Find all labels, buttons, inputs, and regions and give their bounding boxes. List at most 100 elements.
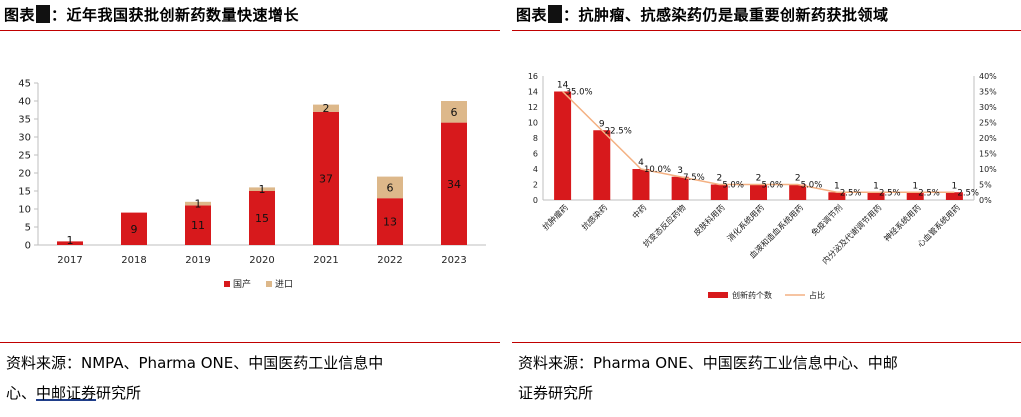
right-source-line2: 证券研究所 — [518, 384, 594, 402]
right-y-tick-label-right: 40% — [979, 72, 997, 81]
right-bar — [593, 130, 611, 200]
left-source-line1: 资料来源：NMPA、Pharma ONE、中国医药工业信息中 — [6, 354, 384, 372]
right-y-tick-label-right: 5% — [979, 181, 992, 190]
right-line-label: 2.5% — [840, 188, 862, 198]
left-y-tick-label: 15 — [18, 187, 31, 198]
right-y-tick-label-right: 20% — [979, 134, 997, 143]
right-bar-label: 14 — [557, 81, 569, 91]
right-x-tick-label: 抗感染药 — [579, 202, 609, 232]
left-source-company: 中邮证券 — [36, 384, 97, 402]
left-legend-label: 国产 — [233, 278, 251, 290]
left-bar-import — [249, 187, 275, 191]
left-x-tick-label: 2021 — [313, 255, 338, 266]
right-bar — [554, 91, 572, 200]
right-line-label: 2.5% — [957, 188, 979, 198]
right-bar-label: 2 — [716, 174, 722, 184]
left-bar-label: 15 — [255, 212, 269, 225]
left-x-tick-label: 2019 — [185, 255, 210, 266]
right-line-label: 10.0% — [644, 165, 671, 175]
left-bar-label: 1 — [195, 198, 202, 211]
left-y-tick-label: 20 — [18, 169, 31, 180]
right-title-text: ：抗肿瘤、抗感染药仍是最重要创新药获批领域 — [563, 6, 889, 24]
right-line-label: 5.0% — [762, 181, 784, 191]
right-x-tick-label: 皮肤科用药 — [691, 202, 726, 237]
left-y-tick-label: 10 — [18, 205, 31, 216]
left-source: 资料来源：NMPA、Pharma ONE、中国医药工业信息中 心、中邮证券研究所 — [6, 348, 383, 408]
right-x-tick-label: 中药 — [630, 202, 648, 220]
left-bar-label: 6 — [387, 181, 394, 194]
left-legend-swatch — [266, 281, 272, 287]
right-title-rule — [512, 30, 1021, 31]
right-y-tick-label-left: 14 — [528, 88, 538, 97]
left-x-tick-label: 2022 — [377, 255, 402, 266]
left-bar-domestic — [249, 191, 275, 245]
right-share-line — [562, 90, 955, 193]
left-x-tick-label: 2018 — [121, 255, 146, 266]
right-bar — [710, 184, 728, 200]
right-y-tick-label-left: 12 — [528, 103, 538, 112]
right-bar-label: 4 — [638, 158, 644, 168]
right-y-tick-label-right: 25% — [979, 119, 997, 128]
left-y-tick-label: 0 — [25, 241, 31, 252]
left-x-tick-label: 2017 — [57, 255, 82, 266]
right-line-label: 5.0% — [722, 181, 744, 191]
right-y-tick-label-left: 8 — [533, 134, 538, 143]
right-x-tick-label: 抗肿瘤药 — [540, 202, 570, 232]
right-y-tick-label-right: 30% — [979, 103, 997, 112]
right-bar — [906, 192, 924, 200]
right-bar — [632, 169, 650, 200]
right-bar — [671, 176, 689, 200]
right-y-tick-label-left: 16 — [528, 72, 538, 81]
right-y-tick-label-right: 35% — [979, 88, 997, 97]
left-bar-domestic — [377, 198, 403, 245]
right-y-tick-label-left: 4 — [533, 165, 538, 174]
left-bar-domestic — [313, 111, 339, 245]
right-bar — [750, 184, 767, 200]
left-bar-domestic — [185, 205, 211, 245]
right-y-tick-label-left: 10 — [528, 119, 538, 128]
right-bar-label: 1 — [912, 181, 918, 191]
right-bar-label: 3 — [677, 166, 683, 176]
right-x-tick-label: 神经系统用药 — [882, 202, 923, 243]
right-source: 资料来源：Pharma ONE、中国医药工业信息中心、中邮 证券研究所 — [518, 348, 898, 408]
right-bar-label: 2 — [795, 174, 801, 184]
left-bar-domestic — [121, 212, 147, 245]
right-legend-line-label: 占比 — [809, 290, 825, 300]
left-title-text: ：近年我国获批创新药数量快速增长 — [51, 6, 300, 24]
left-bar-label: 13 — [383, 216, 397, 229]
right-y-tick-label-right: 15% — [979, 150, 997, 159]
right-bar-label: 9 — [599, 119, 605, 129]
left-source-rule — [0, 342, 500, 343]
left-y-tick-label: 45 — [18, 79, 31, 90]
right-y-tick-label-left: 2 — [533, 181, 538, 190]
right-chart: 02468101214160%5%10%15%20%25%30%35%40%14… — [528, 72, 997, 300]
left-bar-import — [441, 101, 467, 123]
right-legend-bar-swatch — [708, 292, 728, 298]
right-y-tick-label-right: 10% — [979, 165, 997, 174]
left-legend-label: 进口 — [275, 279, 293, 290]
left-bar-label: 1 — [259, 183, 266, 196]
right-figure-title: 图表43：抗肿瘤、抗感染药仍是最重要创新药获批领域 — [516, 4, 889, 25]
left-y-tick-label: 35 — [18, 115, 31, 126]
left-y-tick-label: 25 — [18, 151, 31, 162]
left-figure-title: 图表42：近年我国获批创新药数量快速增长 — [4, 4, 299, 25]
right-line-label: 5.0% — [801, 181, 823, 191]
left-bar-label: 9 — [131, 223, 138, 236]
left-bar-label: 2 — [323, 102, 330, 115]
right-title-prefix: 图表 — [516, 6, 548, 24]
left-y-tick-label: 40 — [18, 97, 31, 108]
right-bar — [789, 184, 807, 200]
left-bar-label: 1 — [67, 234, 74, 247]
right-line-label: 2.5% — [879, 188, 901, 198]
right-line-label: 35.0% — [566, 88, 593, 98]
right-y-tick-label-left: 0 — [533, 196, 538, 205]
right-x-tick-label: 免疫调节剂 — [809, 202, 844, 237]
right-source-rule — [512, 342, 1021, 343]
left-bar-label: 37 — [319, 172, 333, 185]
left-bar-label: 6 — [451, 106, 458, 119]
right-bar-label: 1 — [834, 181, 840, 191]
right-legend-bar-label: 创新药个数 — [732, 290, 772, 300]
right-bar — [945, 192, 963, 200]
left-x-tick-label: 2023 — [441, 255, 466, 266]
right-x-tick-label: 消化系统用药 — [725, 202, 766, 243]
